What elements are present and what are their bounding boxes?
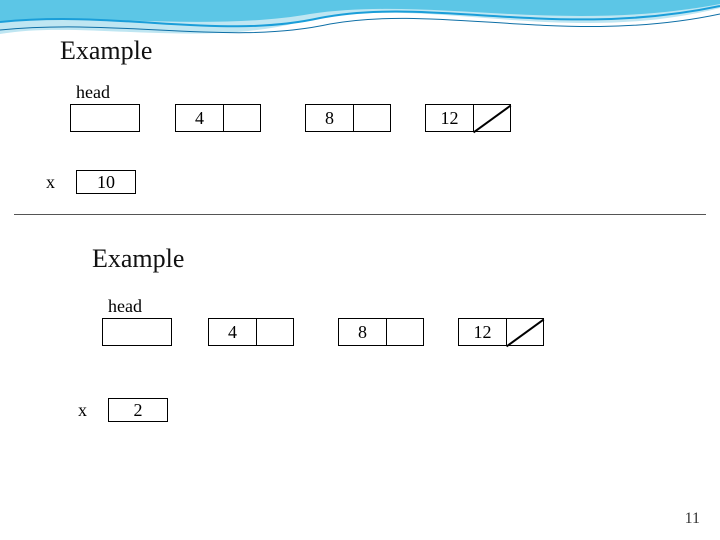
list-node: 12 [425,104,511,132]
var-box-bottom: 2 [108,398,168,422]
node-value: 12 [426,105,474,131]
section-title-top: Example [60,36,152,66]
list-node: 4 [208,318,294,346]
list-node: 8 [305,104,391,132]
head-box-top [70,104,140,132]
node-value: 12 [459,319,507,345]
node-value: 4 [176,105,224,131]
node-null-pointer [507,319,543,345]
var-value-bottom: 2 [134,400,143,420]
section-divider [14,214,706,215]
node-value: 8 [306,105,354,131]
node-value: 8 [339,319,387,345]
list-node: 8 [338,318,424,346]
list-node: 4 [175,104,261,132]
node-pointer [257,319,293,345]
node-null-pointer [474,105,510,131]
var-value-top: 10 [97,172,115,192]
node-value: 4 [209,319,257,345]
var-name-top: x [46,172,55,193]
node-pointer [354,105,390,131]
var-name-bottom: x [78,400,87,421]
head-label-bottom: head [108,296,142,317]
page-number: 11 [685,510,700,528]
node-pointer [387,319,423,345]
node-pointer [224,105,260,131]
section-title-bottom: Example [92,244,184,274]
head-box-bottom [102,318,172,346]
var-box-top: 10 [76,170,136,194]
list-node: 12 [458,318,544,346]
head-label-top: head [76,82,110,103]
